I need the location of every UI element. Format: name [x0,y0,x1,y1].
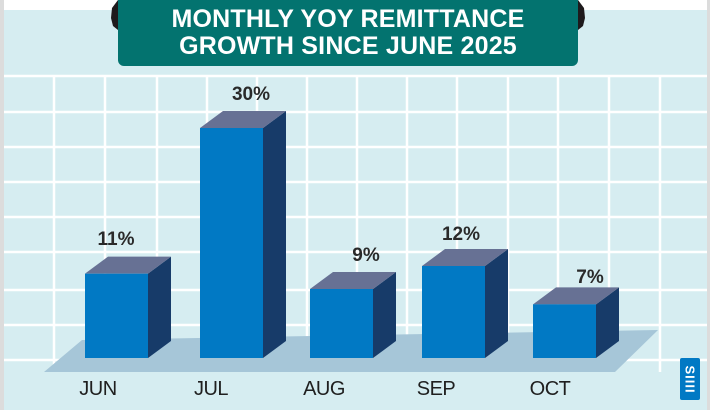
bar-aug [310,272,396,358]
title-banner: MONTHLY YOY REMITTANCE GROWTH SINCE JUNE… [118,0,578,66]
bar-sep [422,249,508,358]
bar-jul [200,111,286,358]
value-label-aug: 9% [352,245,380,266]
publisher-logo: SIIII [680,358,700,400]
right-border [707,0,710,410]
bar-jun [85,256,171,358]
category-label-oct: OCT [529,378,571,400]
category-label-sep: SEP [416,378,456,400]
title-line-1: MONTHLY YOY REMITTANCE [171,5,525,33]
left-border [0,0,4,410]
title-line-2: GROWTH SINCE JUNE 2025 [179,32,517,60]
value-label-oct: 7% [576,267,604,288]
value-label-sep: 12% [441,224,481,245]
banner-ornaments [111,0,585,30]
bar-oct [533,287,619,358]
category-label-aug: AUG [303,378,345,400]
value-label-jul: 30% [231,84,271,105]
value-label-jun: 11% [97,229,135,250]
category-label-jun: JUN [79,378,117,400]
bars-group [85,111,619,358]
logo-text: SIIII [682,364,698,394]
category-label-jul: JUL [193,378,229,400]
